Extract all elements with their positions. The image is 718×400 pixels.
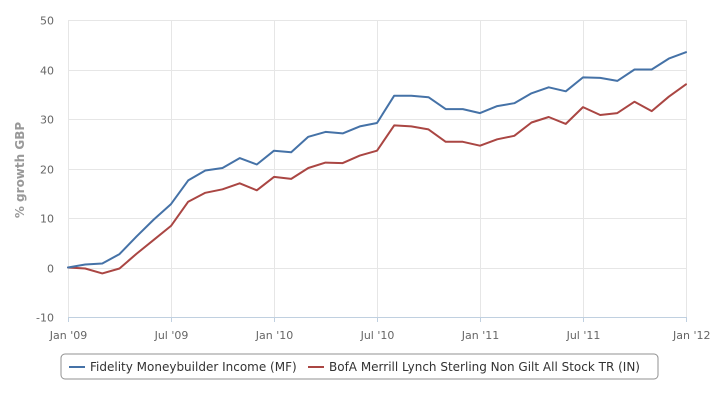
y-tick-label: 50 xyxy=(40,15,54,28)
legend-item-series-1[interactable]: Fidelity Moneybuilder Income (MF) xyxy=(69,360,297,374)
y-tick-label: -10 xyxy=(36,312,54,325)
x-tick-label: Jul '11 xyxy=(566,329,601,342)
series-line-2[interactable] xyxy=(67,83,687,275)
grid xyxy=(68,20,687,318)
x-tick-label: Jul '10 xyxy=(360,329,395,342)
y-tick-label: 0 xyxy=(47,263,54,276)
y-tick-label: 40 xyxy=(40,65,54,78)
x-tick-label: Jan '11 xyxy=(461,329,499,342)
y-tick-label: 30 xyxy=(40,114,54,127)
x-tick-label: Jan '09 xyxy=(49,329,87,342)
x-tick-label: Jul '09 xyxy=(154,329,189,342)
series-line-1[interactable] xyxy=(67,51,687,269)
legend-box xyxy=(60,353,659,380)
legend-label-series-2: BofA Merrill Lynch Sterling Non Gilt All… xyxy=(329,360,640,374)
axes: -10 0 10 20 30 40 50 Jan '09 Jul '09 Jan '10 Jul '… xyxy=(36,15,710,343)
x-tick-label: Jan '12 xyxy=(672,329,710,342)
x-tick-label: Jan '10 xyxy=(255,329,293,342)
y-tick-label: 10 xyxy=(40,213,54,226)
legend-label-series-1: Fidelity Moneybuilder Income (MF) xyxy=(90,360,297,374)
y-tick-label: 20 xyxy=(40,164,54,177)
series-layer xyxy=(67,51,687,275)
legend-item-series-2[interactable]: BofA Merrill Lynch Sterling Non Gilt All… xyxy=(308,360,640,374)
y-axis-title: % growth GBP xyxy=(13,122,27,218)
legend[interactable]: Fidelity Moneybuilder Income (MF) BofA M… xyxy=(60,353,659,380)
